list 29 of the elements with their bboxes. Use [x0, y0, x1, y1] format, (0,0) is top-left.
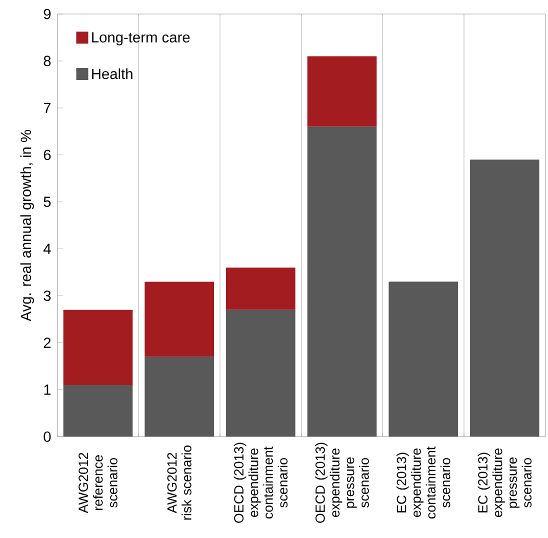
- bar: [307, 126, 377, 437]
- x-tick-label: OECD (2013) expenditure containment scenario: [234, 442, 288, 523]
- y-tick-label: 0: [44, 431, 51, 442]
- bar: [470, 160, 540, 437]
- y-tick-label: 3: [44, 290, 51, 301]
- y-tick-label: 9: [44, 8, 51, 20]
- legend-label: Long-term care: [92, 32, 190, 46]
- y-tick-label: 8: [44, 56, 51, 66]
- y-axis-title: Avg. real annual growth, in %: [20, 130, 34, 322]
- bar: [226, 310, 296, 437]
- y-tick-label: 6: [44, 150, 51, 160]
- y-tick-label: 1: [44, 384, 51, 395]
- bar: [144, 356, 214, 437]
- y-tick-label: 5: [44, 196, 51, 207]
- y-tick-label: 2: [44, 338, 51, 348]
- bar: [63, 310, 133, 386]
- x-tick-label: AWG2012 risk scenario: [167, 445, 192, 520]
- bar: [388, 282, 458, 437]
- legend-label: Health: [92, 68, 132, 80]
- x-tick-label: EC (2013) expenditure pressure scenario: [478, 448, 532, 517]
- bar: [307, 56, 377, 127]
- bar: [144, 282, 214, 357]
- y-tick-label: 4: [43, 244, 51, 254]
- x-tick-label: OECD (2013) expenditure pressure scenario: [315, 442, 369, 523]
- bar: [63, 385, 133, 437]
- bar: [226, 268, 296, 310]
- x-tick-label: EC (2013) expenditure containment scenario: [396, 446, 450, 518]
- x-tick-label: AWG2012 reference scenario: [78, 452, 118, 514]
- y-tick-label: 7: [44, 102, 51, 113]
